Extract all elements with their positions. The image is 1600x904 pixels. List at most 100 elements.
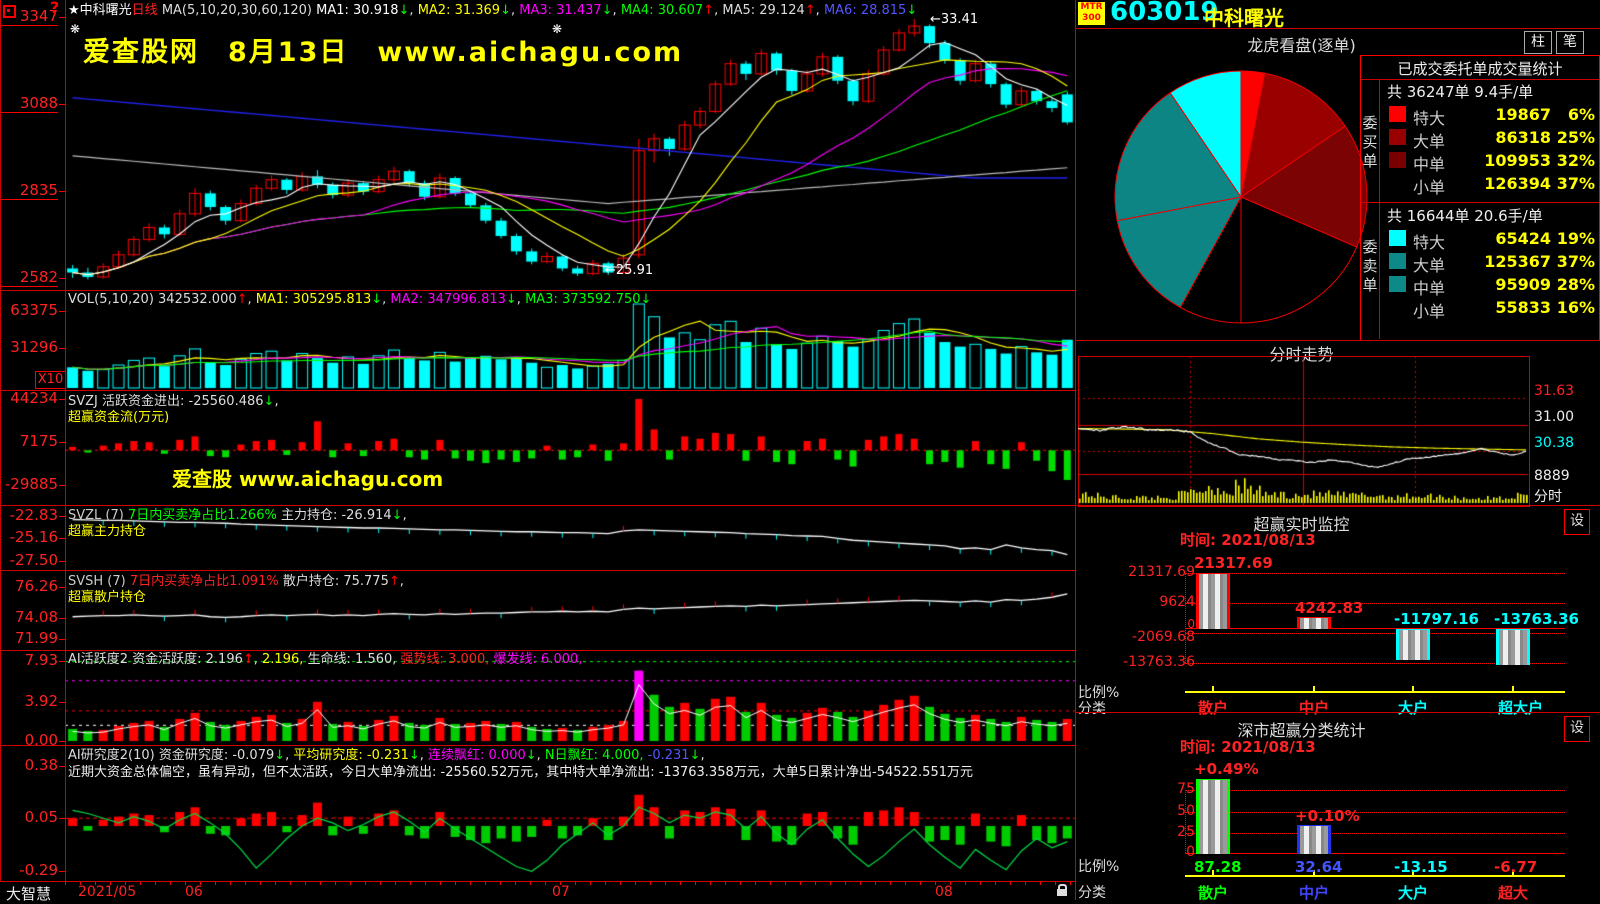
axis-label-svzl: -25.16 [0, 529, 65, 546]
ai-research-canvas[interactable] [65, 745, 1075, 881]
header-part: , [409, 3, 418, 18]
lock-icon[interactable] [1057, 884, 1067, 896]
header-part: ★ [68, 3, 80, 18]
mtr300-badge: MTR 300 [1078, 2, 1105, 25]
table-divider [1379, 79, 1380, 339]
header-part: , [510, 3, 520, 18]
header-part: ↑ [236, 292, 248, 307]
axis-label-main: 3088 [0, 95, 65, 113]
help-question-mark[interactable]: ? [50, 0, 60, 17]
header-part: 7日内买卖净占比1.266% [127, 508, 277, 523]
kline-header: ★中科曙光日线 MA(5,10,20,30,60,120) MA1: 30.91… [68, 3, 917, 18]
bar-value-label: -11797.16 [1394, 610, 1479, 628]
svsh-header: SVSH (7) 7日内买卖净占比1.091% 散户持仓: 75.775↑, [68, 574, 404, 589]
sz-settings-button[interactable]: 设 [1564, 716, 1590, 742]
order-row: 特大 19867 6% [1361, 103, 1599, 128]
axis-label-ai2: -0.29 [0, 862, 65, 879]
volume-header: VOL(5,10,20) 342532.000↑, MA1: 305295.81… [68, 292, 651, 307]
order-size-name: 特大 [1413, 109, 1446, 128]
divider [0, 650, 1075, 651]
stroke-mode-button[interactable]: 笔 [1556, 31, 1584, 54]
order-row: 中单 95909 28% [1361, 273, 1599, 298]
y-tick: 50 [1177, 803, 1195, 819]
order-summary: 共 36247单 9.4手/单 [1387, 83, 1534, 101]
order-count: 95909 [1495, 275, 1551, 294]
site-watermark: 爱查股网 8月13日 www.aichagu.com [83, 37, 684, 68]
monitor-settings-button[interactable]: 设 [1564, 509, 1590, 535]
axis-label-ai2: 0.05 [0, 809, 65, 826]
order-swatch [1389, 276, 1406, 292]
volume-chart-canvas[interactable] [65, 290, 1075, 390]
divider [0, 505, 1075, 506]
category-label: 中户 [1299, 884, 1330, 902]
baseline-tick [1512, 870, 1514, 875]
category-baseline [1185, 691, 1565, 693]
value-bar [1396, 629, 1430, 661]
order-summary: 共 16644单 20.6手/单 [1387, 207, 1543, 225]
kline-chart-canvas[interactable] [65, 0, 1075, 290]
header-part: ↓ [505, 292, 517, 307]
order-side-label: 委买单 [1361, 114, 1379, 171]
svzj-header: SVZJ 活跃资金进出: -25560.486↓, [68, 394, 279, 409]
gridline [1185, 790, 1565, 791]
fenshi-right-label: 31.63 [1534, 383, 1575, 399]
side-char: 单 [1362, 152, 1378, 170]
gridline [1185, 833, 1565, 834]
app-logo[interactable]: 大智慧 [6, 885, 52, 903]
y-tick: 21317.69 [1128, 564, 1195, 580]
axis-label-vol: 63375 [0, 302, 65, 319]
fenshi-chart-canvas[interactable] [1078, 356, 1528, 505]
divider [65, 0, 66, 881]
header-part: -0.231 [643, 748, 690, 763]
divider [1075, 712, 1600, 713]
category-label: 超大 [1498, 884, 1529, 902]
corner-icon [3, 5, 16, 18]
ratio-value: 87.28 [1194, 858, 1242, 876]
svzl-mainforce-canvas[interactable] [65, 505, 1075, 570]
header-part: ↓ [408, 748, 420, 763]
pie-slice-卖-特大 [1169, 70, 1242, 199]
badge-line2: 300 [1082, 13, 1101, 23]
order-percent: 28% [1556, 275, 1595, 294]
svzl-subtitle: 超赢主力持仓 [68, 524, 147, 539]
header-part: 7日内买卖净占比1.091% [129, 574, 279, 589]
bar-mode-button[interactable]: 柱 [1524, 31, 1552, 54]
bar-value-label: +0.10% [1295, 807, 1360, 825]
baseline-tick [1212, 870, 1214, 875]
header-part: ↓ [263, 394, 275, 409]
order-size-name: 小单 [1413, 178, 1446, 197]
date-axis: 2021/05 06 07 08 [0, 884, 1075, 900]
header-part: , [402, 508, 407, 523]
header-part: , [700, 748, 705, 763]
header-part: 生命线: 1.560, [303, 652, 401, 667]
axis-label-svzj: -29885 [0, 476, 65, 493]
order-count: 19867 [1495, 105, 1551, 124]
baseline-tick [1412, 686, 1414, 691]
fenshi-right-labels: 31.63 31.00 30.38 8889 分时 [1532, 356, 1600, 505]
header-part: , [419, 748, 429, 763]
order-percent: 32% [1556, 151, 1595, 170]
order-swatch [1389, 152, 1406, 168]
sz-time: 时间: 2021/08/13 [1180, 738, 1316, 756]
order-row: 小单 126394 37% [1361, 172, 1599, 197]
header-part: 连续飘红: 0.000 [428, 748, 526, 763]
sparkle-icon: ❋ [70, 22, 81, 36]
header-part: , [399, 574, 404, 589]
svzj-fundflow-canvas[interactable] [65, 390, 1075, 505]
order-percent: 16% [1556, 298, 1595, 317]
ai-activity-canvas[interactable] [65, 650, 1075, 745]
sz-category-label: 分类 [1078, 885, 1106, 901]
monitor-time: 时间: 2021/08/13 [1180, 531, 1316, 549]
bar-value-label: -13763.36 [1494, 610, 1579, 628]
low-annotation: ←25.91 [605, 263, 654, 278]
axis-label-main: 3347 [0, 8, 65, 26]
side-char: 卖 [1362, 257, 1378, 275]
table-divider [1361, 79, 1599, 80]
fenshi-right-label: 分时 [1534, 489, 1562, 505]
header-part: MA2: 347996.813 [390, 292, 506, 307]
order-row: 中单 109953 32% [1361, 149, 1599, 174]
svsh-retail-canvas[interactable] [65, 570, 1075, 650]
order-stats-title: 已成交委托单成交量统计 [1397, 60, 1563, 78]
y-tick: 75 [1177, 781, 1195, 797]
